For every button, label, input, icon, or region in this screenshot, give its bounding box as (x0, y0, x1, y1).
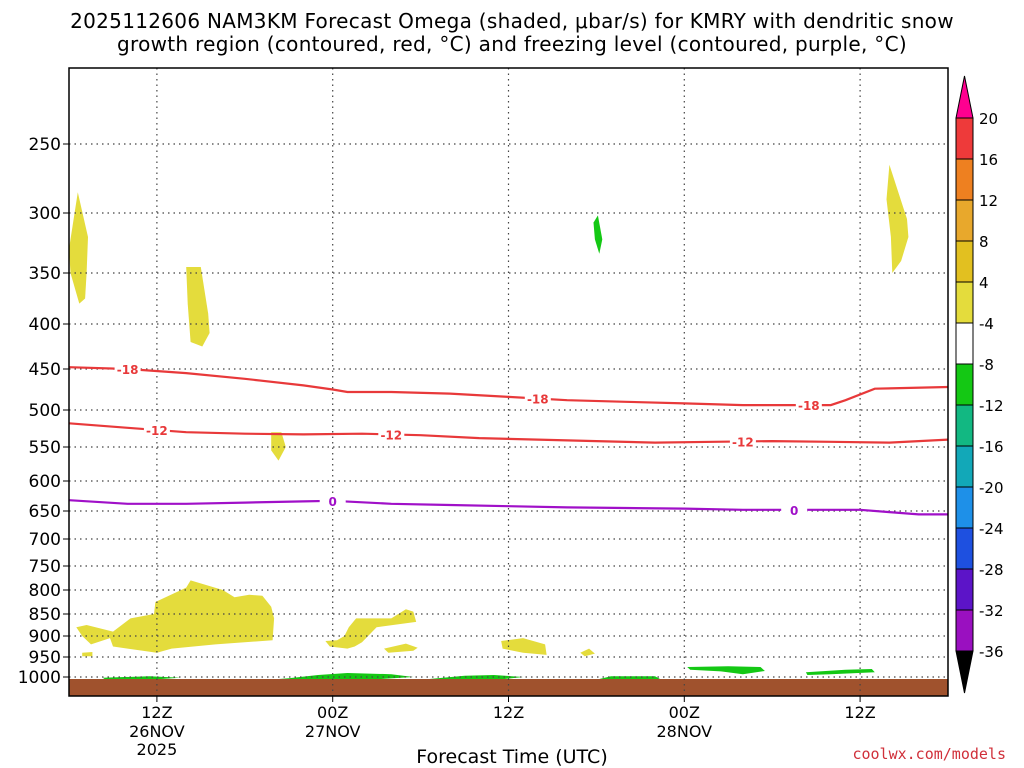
y-tick-label: 950 (29, 648, 61, 668)
omega-region-lower-small (580, 648, 595, 657)
colorbar-tick-label: 4 (979, 274, 989, 292)
colorbar-tick-label: -4 (979, 315, 994, 333)
x-tick-date: 27NOV (305, 722, 361, 741)
credit-text: coolwx.com/models (852, 745, 1006, 763)
y-tick-label: 600 (29, 472, 61, 492)
contour-line (68, 422, 949, 444)
chart-title-line-2: growth region (contoured, red, °C) and f… (117, 32, 907, 56)
y-tick-label: 650 (29, 502, 61, 522)
contour-label-bg (795, 398, 822, 413)
colorbar-box (955, 363, 974, 406)
colorbar-tick-label: -8 (979, 356, 994, 374)
x-tick-date: 28NOV (657, 722, 713, 741)
contour-label: 0 (790, 504, 798, 518)
colorbar-top-arrow (955, 75, 974, 119)
y-tick-label: 300 (29, 204, 61, 224)
omega-region-green-low-6 (805, 669, 875, 675)
colorbar-box (955, 199, 974, 242)
colorbar-box (955, 568, 974, 611)
colorbar-box (955, 117, 974, 160)
contour-label-bg (114, 362, 141, 376)
colorbar-tick-label: 8 (979, 233, 989, 251)
colorbar-tick-label: 12 (979, 192, 998, 210)
omega-region-lower-center (501, 638, 547, 655)
omega-region-green-upper (593, 215, 603, 254)
contour-label-bg (319, 493, 346, 508)
colorbar-box (955, 281, 974, 324)
contour-label-bg (143, 422, 170, 437)
y-tick-label: 850 (29, 605, 61, 625)
y-tick-label: 450 (29, 360, 61, 380)
y-tick-label: 550 (29, 438, 61, 458)
y-tick-label: 250 (29, 135, 61, 155)
colorbar-box (955, 486, 974, 529)
x-tick-label: 12Z (493, 703, 524, 722)
contour-label-bg (781, 502, 808, 517)
omega-region-left-upper (69, 192, 88, 304)
y-tick-label: 350 (29, 264, 61, 284)
omega-region-green-low-5 (687, 666, 765, 675)
contour-label-bg (524, 391, 551, 406)
omega-region-lower-mid-2 (384, 643, 418, 653)
y-tick-label: 800 (29, 581, 61, 601)
colorbar-tick-label: -16 (979, 438, 1004, 456)
y-tick-label: 900 (29, 627, 61, 647)
colorbar-box (955, 445, 974, 488)
colorbar-tick-label: 16 (979, 151, 998, 169)
contour-line (68, 499, 948, 516)
x-tick-year: 2025 (137, 740, 178, 759)
contour-line (68, 366, 949, 407)
x-axis-title: Forecast Time (UTC) (416, 746, 608, 768)
omega-region-lower-tiny (82, 652, 93, 657)
colorbar-tick-label: -12 (979, 397, 1004, 415)
x-tick-label: 00Z (669, 703, 700, 722)
x-tick-date: 26NOV (129, 722, 185, 741)
colorbar-box (955, 158, 974, 201)
colorbar-box (955, 322, 974, 365)
colorbar-tick-label: -36 (979, 643, 1004, 661)
y-tick-label: 700 (29, 530, 61, 550)
colorbar-bottom-arrow (955, 650, 974, 694)
colorbar-tick-label: -24 (979, 520, 1004, 538)
x-tick-label: 12Z (844, 703, 875, 722)
contour-label: 0 (329, 495, 337, 509)
contour-label-bg (378, 427, 405, 442)
colorbar-box (955, 609, 974, 652)
chart-title-line-1: 2025112606 NAM3KM Forecast Omega (shaded… (70, 9, 954, 33)
omega-region-left-mid (186, 267, 210, 347)
contour-label: -18 (527, 393, 549, 407)
omega-region-right-upper (886, 164, 909, 273)
colorbar-tick-label: -28 (979, 561, 1004, 579)
colorbar-tick-label: -20 (979, 479, 1004, 497)
ground-surface (69, 679, 948, 696)
omega-region-lower-mid (325, 609, 417, 649)
colorbar-box (955, 240, 974, 283)
colorbar-box (955, 527, 974, 570)
colorbar-tick-label: 20 (979, 110, 998, 128)
contour-label: -12 (146, 424, 168, 438)
colorbar-tick-label: -32 (979, 602, 1004, 620)
contour-label: -12 (732, 435, 754, 449)
x-tick-label: 12Z (141, 703, 172, 722)
y-tick-label: 750 (29, 557, 61, 577)
y-tick-label: 500 (29, 401, 61, 421)
colorbar-box (955, 404, 974, 447)
contour-label: -18 (798, 399, 820, 413)
contour-label-bg (729, 434, 756, 449)
contour-label: -12 (380, 428, 402, 442)
y-tick-label: 1000 (18, 668, 61, 688)
y-tick-label: 400 (29, 315, 61, 335)
omega-region-lower-left (76, 580, 275, 653)
contour-label: -18 (117, 363, 139, 377)
x-tick-label: 00Z (317, 703, 348, 722)
